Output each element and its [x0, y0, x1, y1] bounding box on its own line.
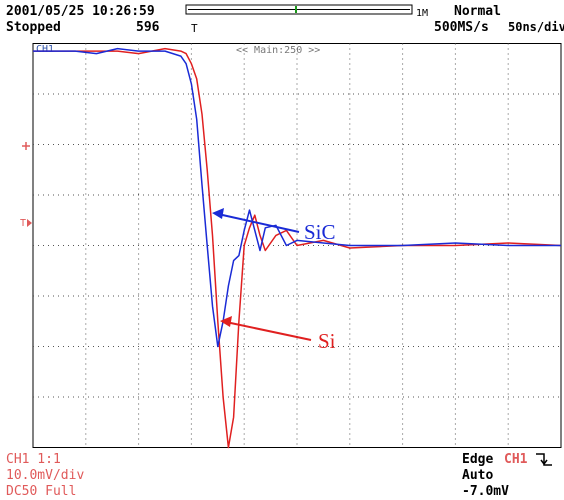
zoom-window-label: << Main:250 >>	[236, 45, 321, 56]
record-length-bar	[185, 4, 413, 15]
sample-rate: 500MS/s	[434, 20, 489, 35]
trigger-level-marker: T	[20, 218, 32, 229]
trace-si	[33, 47, 562, 449]
ch1-setting: CH1 1:1	[6, 452, 61, 467]
falling-edge-icon	[536, 453, 552, 466]
trigger-mode: Auto	[462, 468, 494, 483]
ch1-marker: CH1	[36, 44, 55, 55]
si-arrow	[220, 316, 312, 341]
trace-sic	[33, 47, 561, 348]
input-coupling: DC50 Full	[6, 484, 77, 499]
run-status: Stopped	[6, 20, 61, 35]
trigger-level: -7.0mV	[462, 484, 509, 499]
acquisition-count: 596	[136, 20, 160, 35]
record-length: 1M	[416, 8, 429, 19]
trigger-position-marker: T	[191, 22, 198, 35]
trigger-type: Edge	[462, 452, 494, 467]
datetime: 2001/05/25 10:26:59	[6, 4, 155, 19]
timebase: 50ns/div	[508, 20, 564, 34]
waveform-traces	[33, 47, 562, 449]
trigger-level-marker-text: T	[20, 218, 26, 229]
trigger-source: CH1	[504, 452, 528, 467]
graticule-grid	[33, 43, 561, 448]
ch1-offset-marker	[22, 142, 30, 150]
sic-label: SiC	[304, 220, 336, 244]
volts-per-div: 10.0mV/div	[6, 468, 85, 483]
acquisition-mode: Normal	[454, 4, 501, 19]
si-label: Si	[318, 329, 336, 353]
sic-arrow	[212, 208, 300, 233]
